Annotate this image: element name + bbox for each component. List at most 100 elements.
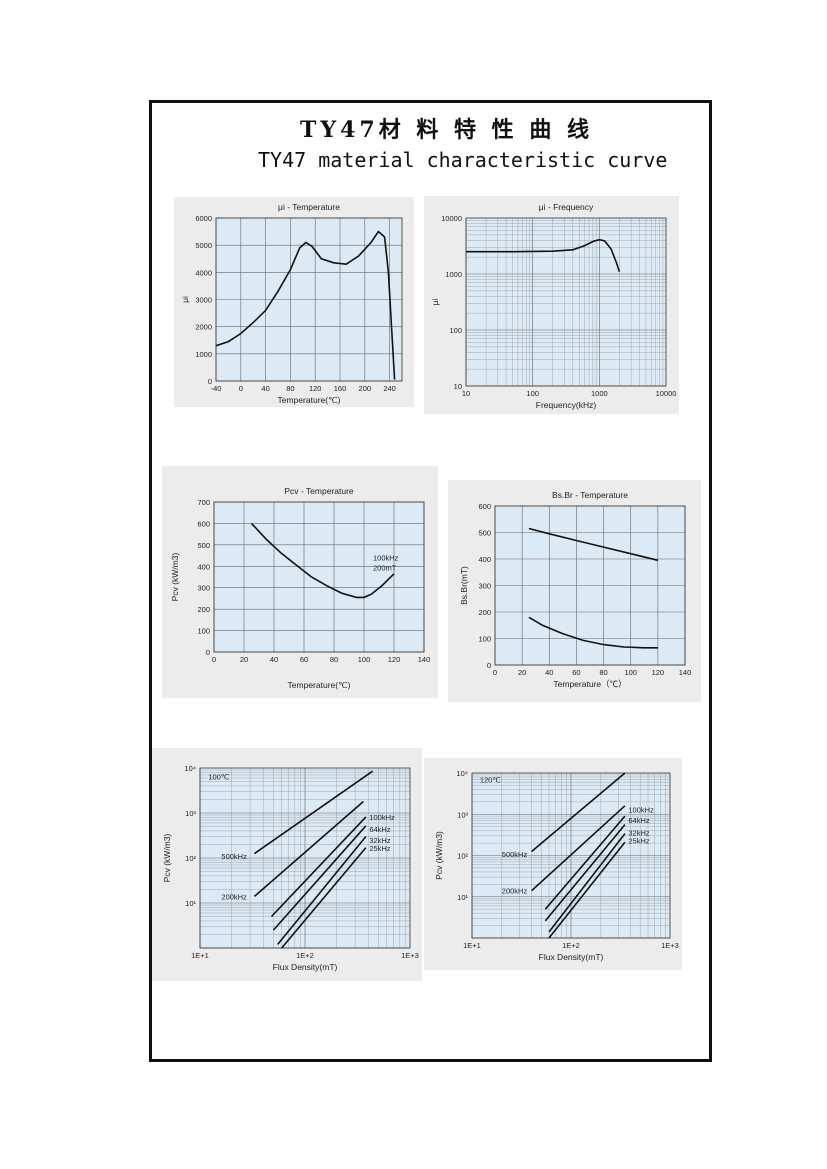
y-tick-label: 2000 bbox=[195, 323, 212, 332]
x-tick-label: 100 bbox=[526, 389, 539, 398]
chart-annotation: 32kHz bbox=[369, 836, 391, 845]
plot-frame bbox=[213, 501, 425, 653]
y-tick-label: 0 bbox=[487, 661, 491, 670]
chart-pcv-temperature: 0 20 40 60 80 100 120 140 0 100 200 300 400 500 600 700… bbox=[162, 466, 438, 698]
y-tick-label: 5000 bbox=[195, 241, 212, 250]
chart-pcv-flux-120c: 1E+1 1E+2 1E+3 10¹ 10² 10³ 10⁴ Flux Density(mT)… bbox=[424, 758, 682, 970]
chart-svg: -40 0 40 80 120 160 200 24001000200030004000500… bbox=[180, 202, 403, 405]
chart-svg: 10 100 1000 10000 10 100 1000 10000 μi - Frequen… bbox=[430, 202, 677, 410]
x-tick-label: 1E+2 bbox=[562, 941, 580, 950]
y-axis-label: μi bbox=[180, 296, 190, 303]
chart-bsbr-temperature: 0 20 40 60 80 100 120 140 0 100 200 300 400 500 600 Bs.… bbox=[448, 480, 701, 702]
chart-annotation: 200kHz bbox=[502, 887, 528, 896]
chart-svg: 0 20 40 60 80 100 120 140 0 100 200 300 400 500 600 Bs.… bbox=[459, 490, 692, 689]
chart-title: μi - Frequency bbox=[539, 202, 594, 212]
series-line bbox=[270, 816, 367, 918]
x-tick-label: -40 bbox=[211, 384, 222, 393]
y-tick-label: 300 bbox=[197, 584, 210, 593]
chart-annotation: 25kHz bbox=[628, 837, 650, 846]
y-tick-label: 400 bbox=[197, 562, 210, 571]
y-tick-label: 10 bbox=[454, 382, 462, 391]
y-axis-label: Pcv (kW/m3) bbox=[434, 831, 444, 880]
x-axis-label: Temperature(℃) bbox=[288, 680, 351, 690]
y-tick-label: 10000 bbox=[441, 214, 462, 223]
x-tick-label: 10 bbox=[462, 389, 470, 398]
x-tick-label: 20 bbox=[240, 655, 248, 664]
y-axis-label: Pcv (kW/m3) bbox=[162, 834, 172, 883]
x-tick-label: 10000 bbox=[656, 389, 677, 398]
x-tick-label: 1E+3 bbox=[661, 941, 679, 950]
x-tick-label: 100 bbox=[624, 668, 637, 677]
y-tick-label: 100 bbox=[478, 635, 491, 644]
chart-pcv-flux-100c: 1E+1 1E+2 1E+3 10¹ 10² 10³ 10⁴ Flux Density(mT)… bbox=[152, 748, 422, 981]
series-line bbox=[548, 841, 626, 939]
chart-title: μi - Temperature bbox=[278, 202, 340, 212]
y-tick-label: 10² bbox=[457, 852, 468, 861]
x-tick-label: 200 bbox=[359, 384, 372, 393]
chart-annotation: 100℃ bbox=[208, 772, 230, 781]
x-tick-label: 1000 bbox=[591, 389, 608, 398]
x-tick-label: 160 bbox=[334, 384, 347, 393]
grid bbox=[471, 773, 670, 939]
y-tick-label: 100 bbox=[449, 326, 462, 335]
y-tick-label: 10⁴ bbox=[456, 769, 468, 778]
x-tick-label: 240 bbox=[383, 384, 396, 393]
chart-title: Bs.Br - Temperature bbox=[552, 490, 628, 500]
y-tick-label: 400 bbox=[478, 555, 491, 564]
chart-annotation: 500kHz bbox=[502, 850, 528, 859]
x-tick-label: 0 bbox=[239, 384, 243, 393]
series-line bbox=[548, 833, 626, 933]
series-line bbox=[250, 522, 395, 599]
chart-annotation: 100kHz bbox=[373, 553, 399, 562]
x-tick-label: 40 bbox=[270, 655, 278, 664]
x-tick-label: 20 bbox=[518, 668, 526, 677]
chart-annotation: 200mT bbox=[373, 563, 397, 572]
series-line bbox=[528, 616, 658, 649]
chart-svg: 1E+1 1E+2 1E+3 10¹ 10² 10³ 10⁴ Flux Density(mT)… bbox=[434, 769, 679, 962]
y-tick-label: 300 bbox=[478, 582, 491, 591]
chart-annotation: 500kHz bbox=[221, 852, 247, 861]
x-axis-label: Flux Density(mT) bbox=[539, 952, 604, 962]
y-tick-label: 100 bbox=[197, 627, 210, 636]
plot-frame bbox=[215, 217, 403, 382]
y-tick-label: 10¹ bbox=[185, 899, 196, 908]
y-tick-label: 600 bbox=[197, 519, 210, 528]
x-tick-label: 120 bbox=[652, 668, 665, 677]
chart-title: Pcv - Temperature bbox=[284, 486, 354, 496]
x-tick-label: 1E+3 bbox=[401, 951, 419, 960]
title-english: TY47 material characteristic curve bbox=[258, 148, 668, 172]
chart-svg: 0 20 40 60 80 100 120 140 0 100 200 300 400 500 600 700… bbox=[170, 486, 431, 690]
y-tick-label: 200 bbox=[478, 608, 491, 617]
series-line bbox=[215, 230, 396, 380]
x-tick-label: 140 bbox=[679, 668, 692, 677]
y-tick-label: 600 bbox=[478, 502, 491, 511]
y-tick-label: 500 bbox=[478, 529, 491, 538]
x-tick-label: 1E+2 bbox=[296, 951, 314, 960]
chart-annotation: 100kHz bbox=[369, 813, 395, 822]
chart-annotation: 200kHz bbox=[221, 892, 247, 901]
y-axis-label: μi bbox=[430, 299, 440, 306]
x-axis-label: Temperature（℃） bbox=[553, 679, 626, 689]
series-line bbox=[281, 847, 367, 949]
y-tick-label: 4000 bbox=[195, 268, 212, 277]
plot-frame bbox=[465, 217, 667, 387]
series-line bbox=[544, 815, 626, 910]
x-axis-label: Temperature(℃) bbox=[278, 395, 341, 405]
series-line bbox=[277, 835, 367, 945]
chart-svg: 1E+1 1E+2 1E+3 10¹ 10² 10³ 10⁴ Flux Density(mT)… bbox=[162, 764, 419, 972]
x-axis-label: Flux Density(mT) bbox=[273, 962, 338, 972]
x-tick-label: 140 bbox=[418, 655, 431, 664]
series-line bbox=[531, 805, 626, 892]
chart-ui-temperature: -40 0 40 80 120 160 200 240 0 1000 2000 3000 4000 500… bbox=[174, 197, 414, 407]
x-tick-label: 0 bbox=[493, 668, 497, 677]
y-tick-label: 6000 bbox=[195, 214, 212, 223]
chart-annotation: 64kHz bbox=[628, 816, 650, 825]
y-tick-label: 1000 bbox=[445, 270, 462, 279]
y-tick-label: 0 bbox=[208, 377, 212, 386]
x-tick-label: 80 bbox=[330, 655, 338, 664]
y-tick-label: 1000 bbox=[195, 350, 212, 359]
y-axis-label: Pcv (kW/m3) bbox=[170, 553, 180, 602]
x-tick-label: 80 bbox=[286, 384, 294, 393]
series-line bbox=[253, 770, 374, 855]
series-line bbox=[528, 527, 659, 562]
